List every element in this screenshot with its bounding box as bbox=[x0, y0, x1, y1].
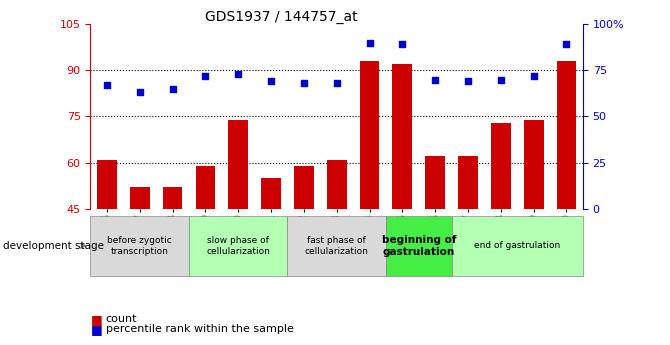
Bar bbox=[196, 166, 215, 209]
Text: GDS1937 / 144757_at: GDS1937 / 144757_at bbox=[205, 10, 358, 24]
Point bbox=[102, 82, 113, 88]
Bar bbox=[360, 61, 379, 209]
Text: end of gastrulation: end of gastrulation bbox=[474, 241, 560, 250]
Point bbox=[462, 79, 473, 84]
Text: beginning of
gastrulation: beginning of gastrulation bbox=[381, 235, 456, 257]
Point bbox=[495, 77, 507, 82]
Text: ■: ■ bbox=[91, 323, 103, 336]
Bar bbox=[130, 187, 149, 209]
Point bbox=[134, 90, 145, 95]
Text: slow phase of
cellularization: slow phase of cellularization bbox=[206, 236, 270, 256]
Point bbox=[233, 71, 244, 77]
Text: fast phase of
cellularization: fast phase of cellularization bbox=[305, 236, 369, 256]
Text: percentile rank within the sample: percentile rank within the sample bbox=[106, 325, 293, 334]
Point bbox=[299, 80, 310, 86]
Bar bbox=[294, 166, 314, 209]
Point bbox=[168, 86, 178, 91]
Point bbox=[332, 80, 342, 86]
Bar bbox=[557, 61, 576, 209]
Bar bbox=[97, 159, 117, 209]
Text: development stage: development stage bbox=[3, 241, 105, 251]
Text: ■: ■ bbox=[91, 313, 103, 326]
Bar bbox=[491, 122, 511, 209]
Point bbox=[265, 79, 276, 84]
Bar bbox=[228, 119, 248, 209]
Text: before zygotic
transcription: before zygotic transcription bbox=[107, 236, 172, 256]
Point bbox=[528, 73, 539, 79]
Point bbox=[430, 77, 441, 82]
Point bbox=[200, 73, 211, 79]
Bar bbox=[458, 156, 478, 209]
Text: count: count bbox=[106, 314, 137, 324]
Point bbox=[561, 42, 572, 47]
Bar bbox=[425, 156, 445, 209]
Point bbox=[364, 40, 375, 45]
Bar bbox=[524, 119, 543, 209]
Bar bbox=[393, 64, 412, 209]
Bar bbox=[261, 178, 281, 209]
Bar bbox=[327, 159, 346, 209]
Bar bbox=[163, 187, 182, 209]
Point bbox=[397, 42, 407, 47]
